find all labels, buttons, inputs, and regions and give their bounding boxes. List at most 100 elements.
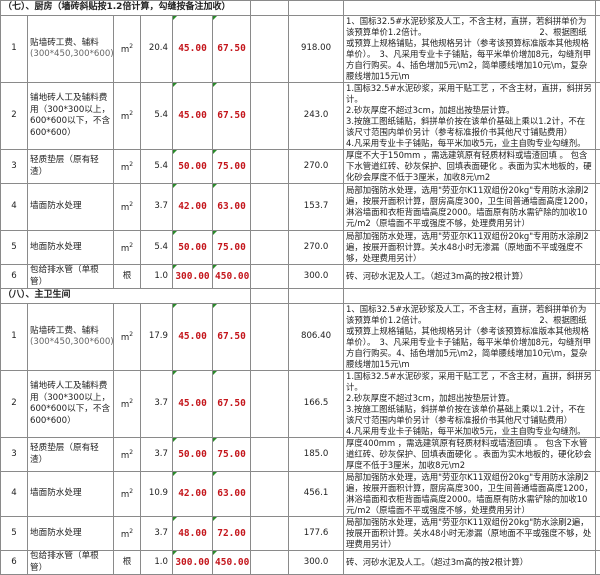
description: 局部加强防水处理，选用"劳亚尔K11双组份20kg"专用防水涂刷2遍，按展开面积… <box>344 231 596 265</box>
quantity: 3.7 <box>141 371 173 438</box>
edge-cell <box>596 438 600 472</box>
unit: m2 <box>114 83 141 150</box>
unit-price: 42.00 <box>173 472 213 517</box>
unit-price-alt: 63.00 <box>213 184 251 231</box>
description: 1.国标32.5#水泥砂浆，采用干贴工艺 ，不含主材，直拼，斜拼另计。 2.砂灰… <box>344 83 596 150</box>
unit-price: 300.00 <box>173 265 213 289</box>
description: 1、国标32.5#水泥砂浆及人工，不含主材，直拼，若斜拼单价为该预算单价1.2倍… <box>344 304 596 371</box>
table-row: 6 包给排水管（单根管） 根 1.0 300.00 450.00 300.0 砖… <box>1 265 600 289</box>
unit-price-alt: 63.00 <box>213 472 251 517</box>
item-number: 3 <box>1 438 28 472</box>
unit-text: m <box>121 530 129 540</box>
table-row: 5 地面防水处理 m2 5.4 50.00 75.00 270.0 局部加强防水… <box>1 231 600 265</box>
unit-price-alt: 67.50 <box>213 83 251 150</box>
unit-price: 45.00 <box>173 83 213 150</box>
unit: m2 <box>114 472 141 517</box>
unit-price-alt: 75.00 <box>213 231 251 265</box>
unit-sup: 2 <box>129 528 133 535</box>
description: 砖、河砂水泥及人工。（超过3m高的按2根计算） <box>344 265 596 289</box>
table-row: 4 墙面防水处理 m2 10.9 42.00 63.00 456.1 局部加强防… <box>1 472 600 517</box>
edge-cell <box>596 371 600 438</box>
unit: m2 <box>114 371 141 438</box>
unit-sup: 2 <box>129 449 133 456</box>
unit-price-alt: 75.00 <box>213 438 251 472</box>
table-row: 1 贴墙砖工费、辅料(300*450,300*600) m2 20.4 45.0… <box>1 16 600 83</box>
unit-price: 45.00 <box>173 371 213 438</box>
table-row: 6 包给排水管（单根管） 根 1.0 300.00 450.00 300.0 砖… <box>1 551 600 575</box>
item-number: 4 <box>1 472 28 517</box>
empty-cell <box>251 83 289 150</box>
quantity: 17.9 <box>141 304 173 371</box>
table-row: 3 轻质垫层（原有轻渣） m2 5.4 50.00 75.00 270.0 厚度… <box>1 150 600 184</box>
unit-price-alt: 75.00 <box>213 150 251 184</box>
quantity: 20.4 <box>141 16 173 83</box>
item-name: 轻质垫层（原有轻渣） <box>30 443 111 466</box>
unit-sup: 2 <box>129 242 133 249</box>
empty-cell <box>251 150 289 184</box>
empty-cell <box>251 517 289 551</box>
unit-sup: 2 <box>129 43 133 50</box>
total: 300.0 <box>289 265 344 289</box>
item-name-cell: 贴墙砖工费、辅料(300*450,300*600) <box>28 16 114 83</box>
item-name-cell: 包给排水管（单根管） <box>28 551 114 575</box>
total: 918.00 <box>289 16 344 83</box>
item-spec: (300*450,300*600) <box>30 49 111 61</box>
unit-sup: 2 <box>129 110 133 117</box>
item-name-cell: 轻质垫层（原有轻渣） <box>28 438 114 472</box>
item-name-cell: 贴墙砖工费、辅料(300*450,300*600) <box>28 304 114 371</box>
item-name: 墙面防水处理 <box>30 201 111 213</box>
edge-cell <box>596 517 600 551</box>
description: 局部加强防水处理，选用"劳亚尔K11双组份20kg"防水涂刷2遍，按展开面积计算… <box>344 517 596 551</box>
item-name-cell: 轻质垫层（原有轻渣） <box>28 150 114 184</box>
unit-price: 45.00 <box>173 16 213 83</box>
table-row: 5 地面防水处理 m2 3.7 48.00 72.00 177.6 局部加强防水… <box>1 517 600 551</box>
item-name-cell: 墙面防水处理 <box>28 184 114 231</box>
edge-cell <box>596 16 600 83</box>
unit-price: 48.00 <box>173 517 213 551</box>
description: 厚度400mm ，需选建筑原有轻质材料或墙渣回填 。 包含下水管道红砖、砂灰保护… <box>344 438 596 472</box>
item-name-cell: 地面防水处理 <box>28 517 114 551</box>
section-header: （七）、厨房（墙砖斜贴按1.2倍计算，勾缝按备注加收） <box>1 1 600 16</box>
unit-text: m <box>121 163 129 173</box>
item-name: 铺地砖人工及辅料费用（300*300以上，600*600以下，不含600*600… <box>30 93 111 139</box>
section-title: （八）、主卫生间 <box>1 289 251 304</box>
description: 局部加强防水处理，选用"劳亚尔K11双组份20kg"专用防水涂刷2遍，按展开面积… <box>344 184 596 231</box>
total: 166.5 <box>289 371 344 438</box>
quantity: 5.4 <box>141 150 173 184</box>
item-number: 6 <box>1 265 28 289</box>
unit: m2 <box>114 184 141 231</box>
quantity: 5.4 <box>141 83 173 150</box>
unit-sup: 2 <box>129 331 133 338</box>
item-name: 铺地砖人工及辅料费用（300*300以上，600*600以下，不含600*600… <box>30 381 111 427</box>
item-name: 贴墙砖工费、辅料 <box>30 326 111 338</box>
edge-cell <box>596 265 600 289</box>
unit-sup: 2 <box>129 161 133 168</box>
table-row: 2 铺地砖人工及辅料费用（300*300以上，600*600以下，不含600*6… <box>1 371 600 438</box>
unit-price-alt: 72.00 <box>213 517 251 551</box>
empty-cell <box>251 265 289 289</box>
unit-text: m <box>121 45 129 55</box>
total: 270.0 <box>289 231 344 265</box>
total: 270.0 <box>289 150 344 184</box>
empty-cell <box>251 472 289 517</box>
item-number: 4 <box>1 184 28 231</box>
unit-price-alt: 67.50 <box>213 16 251 83</box>
total: 177.6 <box>289 517 344 551</box>
quantity: 1.0 <box>141 265 173 289</box>
item-number: 1 <box>1 304 28 371</box>
item-name: 包给排水管（单根管） <box>30 265 111 288</box>
unit-sup: 2 <box>129 488 133 495</box>
unit-text: m <box>121 244 129 254</box>
unit: m2 <box>114 150 141 184</box>
unit-price: 50.00 <box>173 231 213 265</box>
description: 局部加强防水处理，选用"劳亚尔K11双组份20kg"专用防水涂刷2遍，按展开面积… <box>344 472 596 517</box>
unit-price: 300.00 <box>173 551 213 575</box>
item-number: 3 <box>1 150 28 184</box>
unit-text: m <box>121 400 129 410</box>
item-name-cell: 墙面防水处理 <box>28 472 114 517</box>
unit-text: m <box>121 490 129 500</box>
table-row: 4 墙面防水处理 m2 3.7 42.00 63.00 153.7 局部加强防水… <box>1 184 600 231</box>
empty-cell <box>251 551 289 575</box>
empty-cell <box>251 231 289 265</box>
unit-price-alt: 67.50 <box>213 371 251 438</box>
